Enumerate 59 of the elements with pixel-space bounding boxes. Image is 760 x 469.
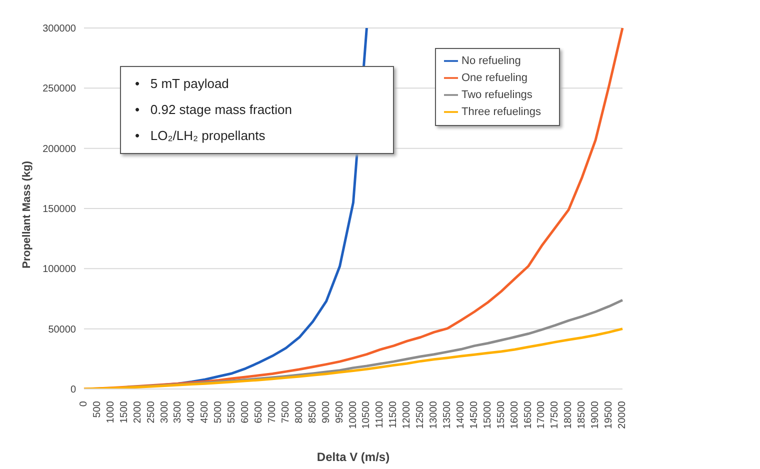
x-tick-label: 11500 — [388, 400, 400, 428]
annotation: • LO₂/LH₂ propellants — [135, 127, 266, 145]
x-tick-label: 16500 — [522, 400, 534, 429]
legend-label: One refueling — [462, 72, 528, 84]
x-tick-label: 5500 — [226, 400, 238, 424]
line-series — [82, 328, 624, 389]
x-tick-label: 10500 — [361, 400, 372, 429]
x-tick-label: 19500 — [604, 400, 615, 429]
x-tick-label: 12500 — [415, 400, 426, 429]
y-tick-label: 200000 — [42, 144, 76, 155]
x-tick-label: 3500 — [172, 400, 184, 424]
x-tick-label: 9000 — [320, 400, 332, 424]
x-tick-label: 2000 — [132, 400, 144, 424]
x-tick-label: 19000 — [590, 400, 602, 429]
x-tick-label: 6500 — [254, 400, 265, 424]
y-tick-label: 250000 — [42, 84, 76, 95]
x-axis-title: Delta V (m/s) — [316, 450, 390, 464]
annotation: • 5 mT payload — [135, 75, 230, 93]
x-tick-label: 20000 — [617, 400, 628, 429]
x-tick-label: 12000 — [402, 400, 413, 429]
x-tick-label: 18000 — [563, 400, 574, 429]
x-tick-label: 500 — [92, 400, 103, 418]
x-tick-label: 8000 — [294, 400, 305, 424]
x-tick-label: 15500 — [496, 400, 507, 429]
y-tick-label: 50000 — [48, 324, 76, 336]
y-axis-title: Propellant Mass (kg) — [20, 160, 33, 268]
x-tick-label: 11000 — [374, 400, 386, 428]
x-tick-label: 4000 — [186, 400, 198, 424]
x-tick-label: 17500 — [550, 400, 561, 429]
x-tick-label: 10000 — [348, 400, 359, 429]
x-tick-label: 6000 — [240, 400, 252, 424]
y-tick-label: 300000 — [42, 24, 76, 35]
x-tick-label: 9500 — [334, 400, 346, 424]
y-tick-label: 150000 — [42, 204, 76, 216]
x-tick-label: 7000 — [266, 400, 278, 424]
x-tick-label: 17000 — [536, 400, 548, 429]
x-tick-label: 13500 — [442, 400, 453, 429]
x-tick-label: 7500 — [280, 400, 292, 424]
legend-label: No refueling — [462, 55, 521, 67]
y-tick-label: 100000 — [42, 264, 76, 276]
x-tick-label: 13000 — [428, 400, 440, 429]
x-tick-label: 1000 — [105, 400, 116, 424]
x-tick-label: 2500 — [146, 400, 157, 424]
x-tick-label: 0 — [78, 400, 90, 407]
x-tick-label: 14000 — [455, 400, 466, 429]
annotation: • 0.92 stage mass fraction — [135, 101, 294, 119]
x-tick-label: 18500 — [576, 400, 588, 429]
legend-label: Three refuelings — [462, 106, 541, 118]
x-tick-label: 15000 — [482, 400, 494, 429]
x-tick-label: 3000 — [159, 400, 170, 424]
x-tick-label: 14500 — [468, 400, 480, 429]
x-tick-label: 8500 — [307, 400, 318, 424]
y-tick-label: 0 — [70, 384, 76, 396]
x-tick-label: 4500 — [200, 400, 211, 424]
x-tick-label: 5000 — [213, 400, 224, 424]
note-box: • 5 mT payload • 0.92 stage mass fraction • LO₂/LH₂ propellants — [120, 66, 394, 154]
legend-label: Two refuelings — [462, 89, 532, 101]
x-tick-label: 1500 — [118, 400, 130, 424]
x-tick-label: 16000 — [509, 400, 520, 429]
